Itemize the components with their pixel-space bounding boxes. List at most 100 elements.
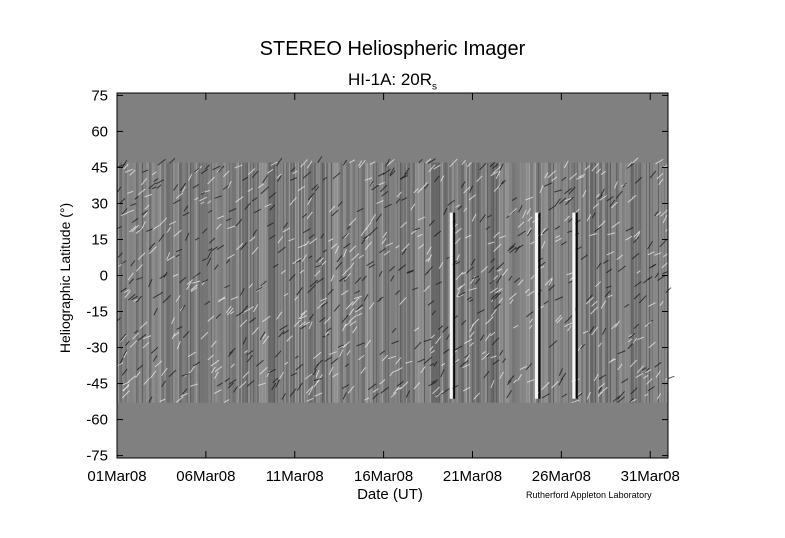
texture-speck [528, 324, 533, 330]
texture-speck [634, 176, 643, 184]
texture-speck [156, 184, 162, 189]
texture-speck [490, 355, 497, 359]
texture-speck [259, 366, 268, 375]
texture-speck [394, 367, 403, 373]
texture-speck [338, 275, 347, 282]
texture-speck [348, 308, 355, 316]
texture-speck [493, 303, 501, 310]
texture-speck [662, 214, 668, 224]
texture-speck [449, 158, 458, 168]
texture-speck [166, 226, 172, 233]
texture-speck [580, 254, 588, 261]
texture-speck [463, 338, 473, 345]
texture-speck [558, 368, 563, 376]
texture-speck [227, 254, 235, 259]
texture-speck [216, 382, 223, 387]
texture-speck [544, 182, 553, 187]
texture-speck [487, 241, 495, 245]
texture-speck [344, 232, 350, 239]
texture-speck [489, 279, 494, 285]
texture-speck [418, 158, 423, 164]
texture-speck [157, 158, 166, 166]
texture-speck [390, 391, 397, 398]
texture-speck [381, 190, 389, 197]
texture-speck [281, 393, 286, 400]
texture-speck [202, 279, 209, 283]
texture-speck [418, 216, 426, 221]
texture-speck [356, 312, 363, 317]
texture-speck [474, 278, 481, 285]
x-tick-label: 26Mar08 [532, 468, 591, 485]
texture-speck [377, 298, 382, 303]
texture-speck [322, 176, 328, 181]
y-tick-label: 30 [91, 195, 108, 212]
texture-speck [479, 214, 487, 223]
texture-speck [526, 378, 535, 383]
texture-speck [429, 345, 434, 351]
texture-speck [228, 347, 236, 354]
texture-speck [459, 360, 469, 368]
texture-speck [466, 162, 472, 167]
texture-speck [576, 175, 584, 180]
texture-speck [391, 327, 397, 333]
texture-speck [454, 345, 463, 351]
texture-speck [248, 283, 254, 289]
texture-speck [144, 204, 150, 210]
texture-speck [405, 390, 410, 398]
texture-speck [159, 291, 164, 295]
texture-speck [280, 269, 286, 275]
texture-speck [633, 323, 640, 330]
texture-speck [598, 386, 603, 393]
texture-speck [391, 340, 399, 345]
texture-speck [646, 378, 653, 385]
texture-speck [496, 262, 505, 270]
texture-speck [315, 256, 322, 263]
texture-speck [617, 350, 626, 355]
texture-speck [377, 172, 385, 177]
texture-speck [649, 170, 657, 179]
texture-speck [228, 208, 237, 213]
texture-speck [268, 192, 277, 199]
texture-speck [437, 325, 444, 330]
texture-speck [389, 167, 395, 176]
texture-speck [249, 236, 256, 242]
texture-speck [481, 351, 486, 355]
texture-speck [541, 228, 549, 235]
texture-speck [337, 201, 343, 207]
texture-speck [479, 334, 485, 341]
texture-speck [490, 379, 495, 389]
texture-speck [598, 374, 606, 380]
texture-speck [277, 246, 286, 254]
texture-speck [577, 344, 583, 352]
texture-speck [427, 158, 436, 164]
texture-speck [324, 356, 332, 363]
texture-speck [214, 195, 222, 199]
texture-speck [656, 172, 664, 180]
texture-speck [349, 262, 355, 269]
texture-speck [544, 277, 553, 286]
texture-speck [568, 186, 576, 195]
texture-speck [251, 327, 260, 335]
texture-speck [648, 302, 656, 307]
texture-speck [641, 367, 647, 371]
texture-speck [485, 316, 494, 325]
texture-speck [368, 302, 375, 310]
texture-speck [152, 224, 160, 231]
texture-speck [306, 160, 313, 169]
texture-speck [556, 316, 563, 324]
texture-speck [238, 381, 247, 389]
texture-speck [418, 243, 425, 250]
texture-speck [153, 178, 159, 183]
texture-speck [224, 284, 230, 289]
texture-speck [597, 391, 603, 397]
texture-speck [493, 183, 502, 192]
texture-speck [607, 232, 616, 236]
texture-speck [192, 280, 201, 284]
texture-speck [316, 301, 326, 310]
texture-speck [413, 327, 420, 332]
texture-speck [387, 355, 397, 360]
texture-speck [613, 181, 618, 189]
texture-speck [400, 172, 409, 180]
texture-speck [527, 216, 533, 222]
texture-speck [192, 361, 201, 367]
